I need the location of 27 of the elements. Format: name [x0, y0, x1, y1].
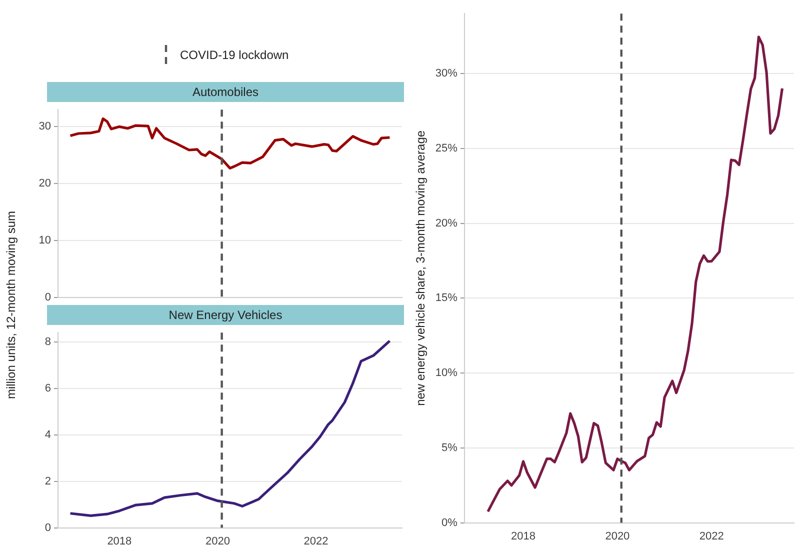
y-tick-label: 6 [44, 382, 51, 394]
legend-label: COVID-19 lockdown [180, 48, 289, 62]
y-tick-label: 10% [435, 367, 458, 380]
x-tick-label: 2020 [205, 535, 230, 548]
y-axis-title: new energy vehicle share, 3-month moving average [414, 130, 428, 406]
y-tick-label: 5% [442, 442, 458, 454]
chart-title: Automobiles [47, 82, 404, 102]
y-tick-label: 4 [44, 428, 51, 441]
y-tick-label: 2 [44, 475, 51, 488]
y-tick-label: 10 [38, 234, 51, 247]
y-tick-label: 25% [435, 142, 458, 154]
y-axis-title: million units, 12-month moving sum [4, 210, 18, 400]
x-tick-label: 2018 [107, 535, 132, 548]
y-tick-label: 30 [38, 120, 51, 133]
y-tick-label: 20 [38, 178, 51, 190]
y-tick-label: 0 [44, 522, 51, 534]
x-tick-label: 2020 [605, 530, 630, 542]
y-tick-label: 0 [44, 291, 51, 304]
x-tick-label: 2018 [511, 530, 536, 542]
x-tick-label: 2022 [699, 530, 724, 542]
y-tick-label: 20% [435, 217, 458, 230]
y-tick-label: 8 [44, 336, 51, 348]
chart-title: New Energy Vehicles [47, 305, 404, 325]
y-tick-label: 0% [442, 516, 458, 529]
x-tick-label: 2022 [304, 535, 328, 548]
y-tick-label: 15% [435, 292, 458, 304]
y-tick-label: 30% [435, 68, 458, 80]
